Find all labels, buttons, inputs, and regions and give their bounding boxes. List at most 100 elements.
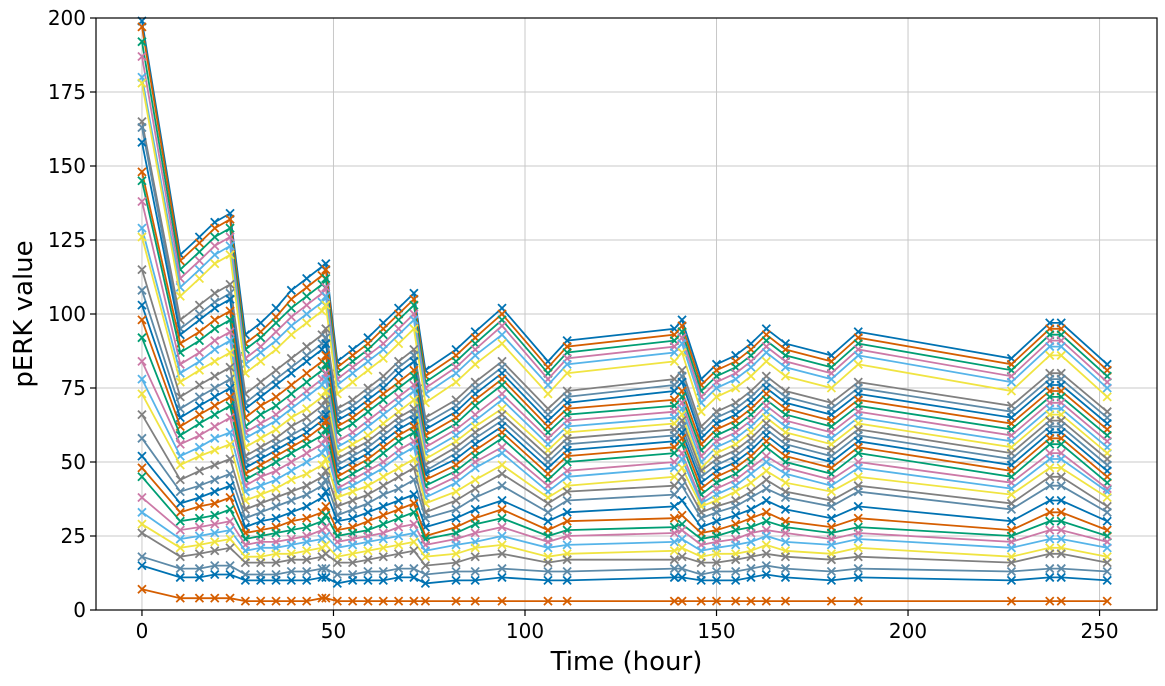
- data-point-marker: [137, 492, 147, 503]
- data-point-marker: [321, 549, 331, 559]
- data-point-marker: [746, 478, 756, 488]
- data-point-marker: [225, 534, 235, 544]
- data-point-marker: [761, 475, 771, 485]
- data-point-marker: [1006, 489, 1017, 500]
- data-point-marker: [1045, 516, 1055, 526]
- data-point-marker: [225, 336, 235, 346]
- data-point-marker: [677, 510, 687, 520]
- data-point-marker: [731, 374, 741, 384]
- data-point-marker: [271, 596, 281, 606]
- data-point-marker: [194, 247, 205, 257]
- data-point-marker: [451, 575, 461, 586]
- data-point-marker: [826, 555, 837, 565]
- series-28: [137, 492, 1112, 550]
- data-point-marker: [225, 516, 235, 526]
- data-point-marker: [677, 481, 687, 491]
- series-15: [137, 264, 1112, 476]
- data-point-marker: [225, 362, 235, 372]
- data-point-marker: [853, 472, 863, 482]
- data-point-marker: [497, 481, 507, 491]
- data-point-marker: [409, 427, 419, 438]
- data-point-marker: [175, 377, 185, 387]
- data-point-marker: [853, 359, 863, 369]
- y-tick-label: 75: [61, 376, 86, 400]
- data-point-marker: [853, 501, 863, 512]
- data-point-marker: [780, 552, 791, 562]
- data-point-marker: [826, 566, 837, 577]
- data-point-marker: [302, 439, 312, 449]
- data-point-marker: [378, 543, 388, 553]
- data-point-marker: [470, 401, 480, 411]
- series-1: [137, 16, 1112, 384]
- data-point-marker: [711, 507, 722, 517]
- data-point-marker: [1102, 558, 1112, 568]
- series-line: [141, 142, 1108, 440]
- x-tick-label: 50: [321, 619, 346, 643]
- data-point-marker: [210, 560, 220, 571]
- data-point-marker: [256, 347, 266, 358]
- data-point-marker: [378, 344, 388, 355]
- data-point-marker: [210, 371, 220, 381]
- data-point-marker: [137, 560, 147, 571]
- data-point-marker: [470, 492, 480, 503]
- data-point-marker: [1102, 383, 1112, 393]
- data-point-marker: [347, 504, 358, 514]
- data-point-marker: [669, 513, 680, 523]
- data-point-marker: [240, 596, 251, 606]
- data-point-marker: [669, 563, 680, 574]
- data-point-marker: [1045, 534, 1055, 544]
- data-point-marker: [137, 528, 147, 538]
- data-point-marker: [137, 507, 147, 517]
- data-point-marker: [1045, 481, 1055, 491]
- data-point-marker: [210, 546, 220, 556]
- data-point-marker: [175, 572, 185, 583]
- grid-lines: [96, 17, 1157, 611]
- data-point-marker: [271, 513, 281, 523]
- data-point-marker: [677, 472, 687, 482]
- data-point-marker: [761, 531, 771, 541]
- series-3: [137, 37, 1112, 396]
- data-point-marker: [363, 421, 373, 432]
- data-point-marker: [271, 528, 281, 538]
- data-point-marker: [761, 484, 771, 494]
- data-point-marker: [286, 475, 296, 485]
- series-line: [141, 476, 1108, 541]
- data-point-marker: [853, 572, 863, 583]
- data-point-marker: [271, 424, 281, 435]
- data-point-marker: [393, 451, 404, 461]
- data-point-marker: [761, 466, 771, 476]
- y-tick-label: 50: [61, 450, 86, 474]
- series-5: [137, 72, 1112, 408]
- data-point-marker: [194, 451, 205, 461]
- data-point-marker: [746, 563, 756, 574]
- data-point-marker: [677, 534, 687, 544]
- data-point-marker: [761, 507, 771, 517]
- data-point-marker: [1006, 575, 1017, 586]
- data-point-marker: [470, 504, 480, 514]
- data-point-marker: [393, 495, 404, 506]
- data-point-marker: [497, 460, 507, 470]
- data-point-marker: [175, 563, 185, 574]
- data-point-marker: [420, 560, 431, 571]
- data-point-marker: [761, 442, 771, 452]
- data-point-marker: [256, 472, 266, 482]
- data-point-marker: [1102, 566, 1112, 577]
- data-point-marker: [826, 383, 837, 393]
- data-point-marker: [317, 563, 327, 574]
- series-line: [141, 532, 1108, 567]
- data-point-marker: [302, 537, 312, 547]
- data-point-marker: [225, 383, 235, 393]
- data-point-marker: [175, 486, 185, 497]
- series-line: [141, 523, 1108, 558]
- data-point-marker: [271, 549, 281, 559]
- data-point-marker: [378, 489, 388, 500]
- data-point-marker: [225, 232, 235, 242]
- data-point-marker: [302, 489, 312, 500]
- data-point-marker: [175, 498, 185, 509]
- data-point-marker: [210, 460, 220, 470]
- series-33: [137, 560, 1112, 588]
- data-point-marker: [321, 531, 331, 541]
- data-point-marker: [378, 575, 388, 586]
- data-point-marker: [347, 513, 358, 523]
